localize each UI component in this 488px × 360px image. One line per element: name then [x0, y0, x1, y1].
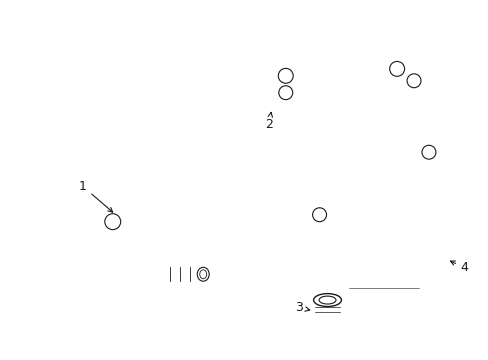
- Ellipse shape: [313, 294, 341, 306]
- Text: 4: 4: [449, 261, 468, 274]
- Text: 2: 2: [264, 112, 272, 131]
- Text: 1: 1: [79, 180, 112, 212]
- Text: 3: 3: [294, 301, 309, 314]
- Ellipse shape: [197, 267, 209, 281]
